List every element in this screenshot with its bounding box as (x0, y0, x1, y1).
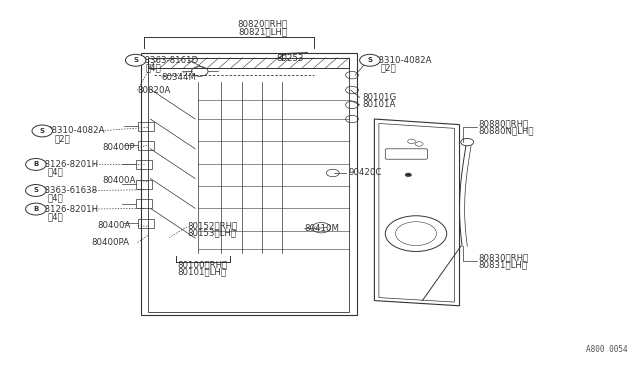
Text: （2）: （2） (380, 63, 396, 72)
Text: 80820A: 80820A (138, 86, 171, 94)
Text: 80101〈LH〉: 80101〈LH〉 (178, 268, 227, 277)
Text: B: B (33, 161, 38, 167)
Text: 80400P: 80400P (102, 143, 135, 152)
Text: S: S (367, 57, 372, 63)
Text: 80152〈RH〉: 80152〈RH〉 (187, 221, 237, 230)
Text: 80400PA: 80400PA (91, 238, 129, 247)
Text: 80820〈RH〉: 80820〈RH〉 (237, 20, 287, 29)
Text: （4）: （4） (48, 167, 64, 176)
Text: （4）: （4） (146, 63, 162, 72)
Circle shape (405, 173, 412, 177)
Text: 08126-8201H: 08126-8201H (40, 205, 99, 214)
Text: 80830〈RH〉: 80830〈RH〉 (479, 253, 529, 262)
Text: 08310-4082A: 08310-4082A (374, 56, 432, 65)
Text: A800 0054: A800 0054 (586, 345, 627, 354)
Text: 80100〈RH〉: 80100〈RH〉 (177, 260, 227, 269)
Text: （4）: （4） (48, 193, 64, 202)
Text: 80101G: 80101G (362, 93, 397, 102)
Text: 80153〈LH〉: 80153〈LH〉 (187, 229, 236, 238)
Text: 90420C: 90420C (348, 169, 381, 177)
Circle shape (32, 125, 52, 137)
Text: S: S (40, 128, 45, 134)
Text: 80880N〈LH〉: 80880N〈LH〉 (479, 126, 534, 135)
Text: 80344M: 80344M (161, 73, 196, 81)
Text: 80821〈LH〉: 80821〈LH〉 (238, 27, 287, 36)
Text: 80400A: 80400A (102, 176, 136, 185)
Text: 80831〈LH〉: 80831〈LH〉 (479, 260, 528, 269)
Text: （4）: （4） (48, 212, 64, 221)
Circle shape (26, 185, 46, 196)
Circle shape (125, 54, 146, 66)
Text: 08363-61638: 08363-61638 (40, 186, 98, 195)
Text: S: S (133, 57, 138, 63)
Text: （2）: （2） (54, 134, 70, 143)
Text: S: S (33, 187, 38, 193)
Text: 80253: 80253 (276, 54, 304, 63)
Circle shape (360, 54, 380, 66)
Text: 08126-8201H: 08126-8201H (40, 160, 99, 169)
Text: 80410M: 80410M (305, 224, 340, 233)
Circle shape (26, 158, 46, 170)
Text: 80400A: 80400A (97, 221, 131, 230)
Text: 80880〈RH〉: 80880〈RH〉 (479, 119, 529, 128)
Text: B: B (33, 206, 38, 212)
Text: 80101A: 80101A (362, 100, 396, 109)
Text: 08363-8161D: 08363-8161D (140, 56, 199, 65)
Text: 08310-4082A: 08310-4082A (46, 126, 104, 135)
Circle shape (26, 203, 46, 215)
